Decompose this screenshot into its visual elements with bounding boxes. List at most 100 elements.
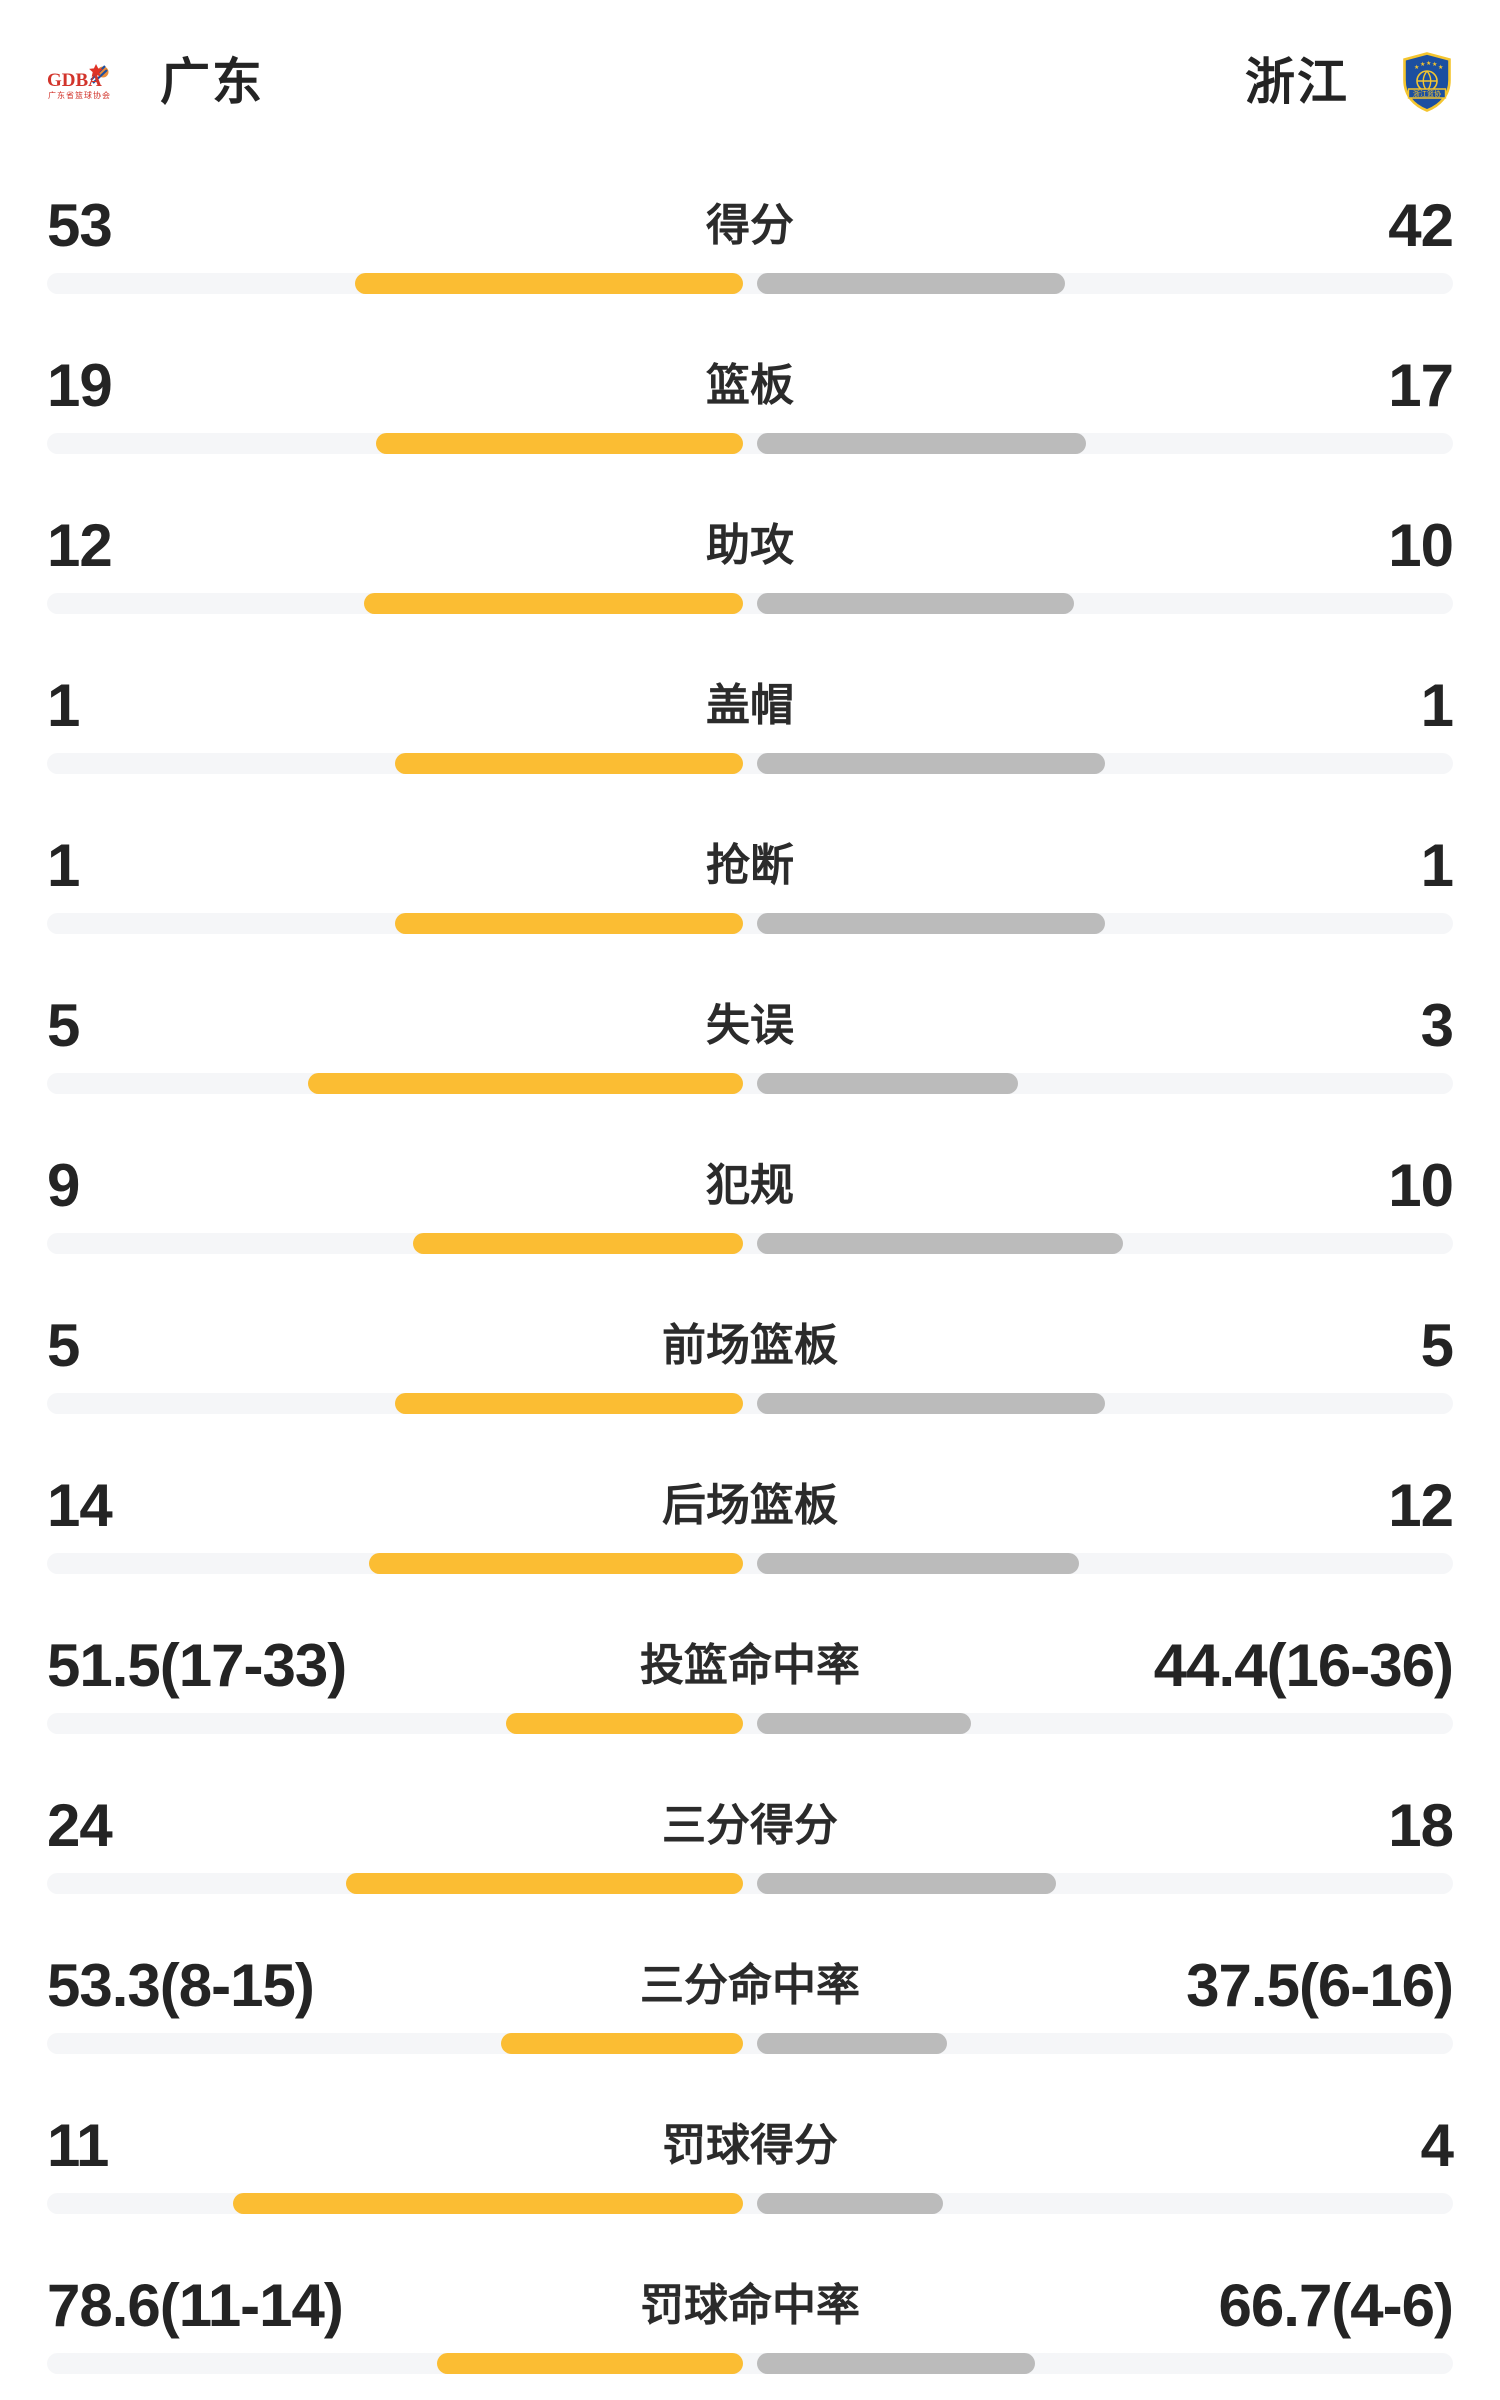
bar-track bbox=[47, 913, 1453, 934]
stat-row: 53 得分 42 bbox=[47, 192, 1454, 354]
stat-label: 三分得分 bbox=[662, 1801, 838, 1850]
away-bar bbox=[757, 2193, 943, 2214]
bar-track bbox=[47, 1233, 1453, 1254]
stat-line: 12 助攻 10 bbox=[47, 512, 1454, 579]
home-bar bbox=[413, 1233, 743, 1254]
stat-row: 12 助攻 10 bbox=[47, 512, 1454, 674]
stat-line: 14 后场篮板 12 bbox=[47, 1472, 1454, 1539]
stat-label: 投篮命中率 bbox=[640, 1641, 860, 1690]
away-bar bbox=[757, 913, 1105, 934]
stat-row: 53.3(8-15) 三分命中率 37.5(6-16) bbox=[47, 1952, 1454, 2114]
stat-line: 1 盖帽 1 bbox=[47, 672, 1454, 739]
bar-track bbox=[47, 593, 1453, 614]
home-bar bbox=[395, 1393, 743, 1414]
stat-line: 78.6(11-14) 罚球命中率 66.7(4-6) bbox=[47, 2272, 1454, 2339]
home-value: 24 bbox=[47, 1792, 113, 1859]
svg-text:★: ★ bbox=[1426, 60, 1431, 67]
stat-line: 11 罚球得分 4 bbox=[47, 2112, 1454, 2179]
stat-label: 罚球得分 bbox=[662, 2121, 838, 2170]
svg-text:★: ★ bbox=[1414, 64, 1419, 71]
team-away: 浙江 ★ ★ ★ ★ ★ 浙江篮协 bbox=[1245, 50, 1453, 114]
away-value: 10 bbox=[1388, 512, 1454, 579]
away-value: 1 bbox=[1420, 672, 1454, 739]
away-bar bbox=[757, 1873, 1056, 1894]
away-bar bbox=[757, 753, 1105, 774]
stat-row: 19 篮板 17 bbox=[47, 352, 1454, 514]
home-bar bbox=[363, 593, 743, 614]
bar-track bbox=[47, 1073, 1453, 1094]
away-bar bbox=[757, 1233, 1124, 1254]
away-value: 17 bbox=[1388, 352, 1454, 419]
gdba-logo-text: GDBA bbox=[47, 70, 102, 91]
bar-track bbox=[47, 1393, 1453, 1414]
stat-label: 三分命中率 bbox=[640, 1961, 860, 2010]
stat-label: 前场篮板 bbox=[662, 1321, 838, 1370]
away-bar bbox=[757, 2033, 947, 2054]
stat-line: 24 三分得分 18 bbox=[47, 1792, 1454, 1859]
away-bar bbox=[757, 273, 1065, 294]
team-home-name: 广东 bbox=[160, 54, 264, 110]
home-value: 1 bbox=[47, 832, 80, 899]
stat-row: 1 盖帽 1 bbox=[47, 672, 1454, 834]
home-value: 51.5(17-33) bbox=[47, 1632, 347, 1699]
away-value: 18 bbox=[1388, 1792, 1454, 1859]
home-value: 9 bbox=[47, 1152, 80, 1219]
away-bar bbox=[757, 2353, 1036, 2374]
bar-track bbox=[47, 2033, 1453, 2054]
stat-line: 5 失误 3 bbox=[47, 992, 1454, 1059]
home-bar bbox=[436, 2353, 743, 2374]
stat-line: 1 抢断 1 bbox=[47, 832, 1454, 899]
home-value: 12 bbox=[47, 512, 113, 579]
home-bar bbox=[395, 753, 743, 774]
home-bar bbox=[375, 433, 743, 454]
away-value: 5 bbox=[1420, 1312, 1454, 1379]
stat-line: 9 犯规 10 bbox=[47, 1152, 1454, 1219]
stat-line: 53.3(8-15) 三分命中率 37.5(6-16) bbox=[47, 1952, 1454, 2019]
home-bar bbox=[506, 1713, 743, 1734]
home-value: 53 bbox=[47, 192, 113, 259]
stat-line: 53 得分 42 bbox=[47, 192, 1454, 259]
home-bar bbox=[395, 913, 743, 934]
stat-line: 51.5(17-33) 投篮命中率 44.4(16-36) bbox=[47, 1632, 1454, 1699]
stat-line: 19 篮板 17 bbox=[47, 352, 1454, 419]
home-bar bbox=[354, 273, 743, 294]
home-value: 11 bbox=[47, 2112, 109, 2179]
away-bar bbox=[757, 1553, 1079, 1574]
bar-track bbox=[47, 273, 1453, 294]
gdba-logo-subtext: 广东省篮球协会 bbox=[48, 90, 111, 100]
team-home: GDBA 广东省篮球协会 广东 bbox=[47, 50, 264, 114]
stat-row: 11 罚球得分 4 bbox=[47, 2112, 1454, 2274]
stat-label: 助攻 bbox=[706, 521, 794, 570]
svg-text:★: ★ bbox=[1438, 64, 1443, 71]
home-value: 5 bbox=[47, 1312, 80, 1379]
bar-track bbox=[47, 753, 1453, 774]
bar-track bbox=[47, 2193, 1453, 2214]
stat-row: 78.6(11-14) 罚球命中率 66.7(4-6) bbox=[47, 2272, 1454, 2400]
home-value: 53.3(8-15) bbox=[47, 1952, 315, 2019]
stat-row: 51.5(17-33) 投篮命中率 44.4(16-36) bbox=[47, 1632, 1454, 1794]
away-value: 42 bbox=[1388, 192, 1454, 259]
away-value: 66.7(4-6) bbox=[1218, 2272, 1454, 2339]
team-away-name: 浙江 bbox=[1245, 54, 1349, 110]
bar-track bbox=[47, 1553, 1453, 1574]
away-bar bbox=[757, 1713, 971, 1734]
home-value: 14 bbox=[47, 1472, 113, 1539]
header: GDBA 广东省篮球协会 广东 浙江 ★ ★ ★ ★ ★ 浙江 bbox=[47, 0, 1453, 114]
stat-label: 盖帽 bbox=[706, 681, 794, 730]
zhejiang-logo-banner-text: 浙江篮协 bbox=[1413, 89, 1441, 98]
home-bar bbox=[500, 2033, 743, 2054]
stat-label: 抢断 bbox=[706, 841, 794, 890]
away-value: 12 bbox=[1388, 1472, 1454, 1539]
away-value: 4 bbox=[1420, 2112, 1454, 2179]
stat-row: 9 犯规 10 bbox=[47, 1152, 1454, 1314]
away-bar bbox=[757, 1393, 1105, 1414]
away-bar bbox=[757, 433, 1086, 454]
stat-label: 篮板 bbox=[706, 361, 794, 410]
home-value: 5 bbox=[47, 992, 80, 1059]
home-value: 78.6(11-14) bbox=[47, 2272, 344, 2339]
stat-row: 24 三分得分 18 bbox=[47, 1792, 1454, 1954]
home-value: 1 bbox=[47, 672, 80, 739]
stat-row: 1 抢断 1 bbox=[47, 832, 1454, 994]
away-value: 3 bbox=[1420, 992, 1454, 1059]
